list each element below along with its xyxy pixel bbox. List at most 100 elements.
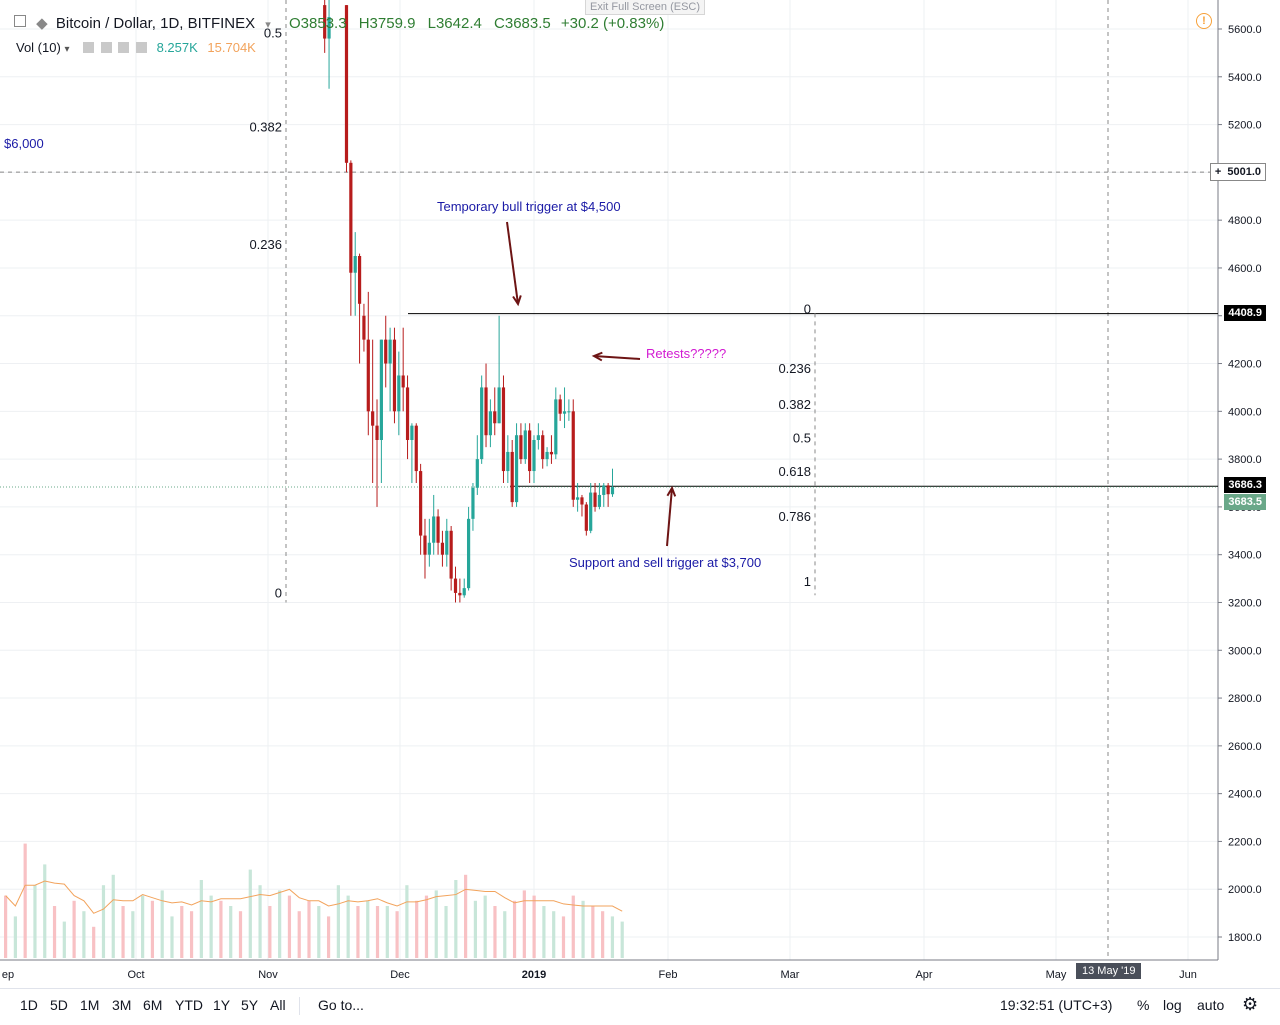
candle-body xyxy=(589,492,593,531)
candle-body xyxy=(327,17,331,39)
volume-bar xyxy=(493,906,497,958)
volume-bar xyxy=(522,890,526,958)
candle-body xyxy=(449,530,453,579)
candle-body xyxy=(357,256,362,304)
volume-bar xyxy=(82,911,86,958)
volume-legend: Vol (10) ▾ 8.257K 15.704K xyxy=(16,40,256,55)
auto-toggle[interactable]: auto xyxy=(1197,997,1225,1013)
symbol-title[interactable]: Bitcoin / Dollar, 1D, BITFINEX xyxy=(55,15,256,32)
volume-bar xyxy=(229,906,233,958)
range-5y[interactable]: 5Y xyxy=(241,997,259,1013)
volume-bar xyxy=(375,906,380,958)
candle-body xyxy=(597,494,602,507)
arrow-retests xyxy=(593,355,641,360)
candle-body xyxy=(462,588,466,596)
volume-bar xyxy=(424,895,429,958)
range-1d[interactable]: 1D xyxy=(20,997,38,1013)
volume-bar xyxy=(62,921,66,958)
volume-bar xyxy=(326,916,331,958)
volume-bar xyxy=(552,911,556,958)
gear-icon[interactable]: ⚙ xyxy=(1242,994,1259,1014)
volume-bar xyxy=(248,869,252,958)
volume-bar xyxy=(464,874,468,958)
candle-body xyxy=(440,542,445,555)
candle-body xyxy=(506,451,510,472)
candle-body xyxy=(419,471,423,536)
range-6m[interactable]: 6M xyxy=(143,997,163,1013)
add-icon[interactable] xyxy=(118,42,130,53)
ohlc-change: +30.2 (+0.83%) xyxy=(560,15,665,32)
range-5d[interactable]: 5D xyxy=(50,997,68,1013)
time-tick-label: Apr xyxy=(915,969,932,981)
collapse-icon[interactable] xyxy=(14,15,26,27)
support-price-tag: 3686.3 xyxy=(1224,477,1266,493)
volume-bar xyxy=(170,916,174,958)
time-tick-label: Feb xyxy=(659,969,678,981)
price-tick-label: 3400.0 xyxy=(1228,550,1262,562)
price-tick-label: 3000.0 xyxy=(1228,645,1262,657)
percent-toggle[interactable]: % xyxy=(1137,997,1150,1013)
price-tick-label: 2600.0 xyxy=(1228,741,1262,753)
candle-body xyxy=(484,387,488,436)
plus-icon[interactable]: + xyxy=(1214,166,1222,178)
clock: 19:32:51 (UTC+3) xyxy=(1000,997,1113,1013)
warning-icon[interactable]: ! xyxy=(1196,13,1212,29)
volume-label[interactable]: Vol (10) xyxy=(16,40,61,55)
annotation-support-trigger: Support and sell trigger at $3,700 xyxy=(569,555,761,570)
log-toggle[interactable]: log xyxy=(1163,997,1182,1013)
candle-body xyxy=(379,339,383,440)
ohlc-open: O3853.3 xyxy=(289,15,347,32)
range-ytd[interactable]: YTD xyxy=(175,997,203,1013)
candle-body xyxy=(349,162,353,273)
candle-body xyxy=(397,375,401,412)
settings-icon[interactable] xyxy=(100,42,112,53)
volume-bar xyxy=(336,885,340,958)
close-icon[interactable] xyxy=(135,42,147,53)
crosshair-date-tag: 13 May '19 xyxy=(1076,963,1142,979)
bottom-toolbar: 1D 5D 1M 3M 6M YTD 1Y 5Y All Go to... 19… xyxy=(0,988,1280,1025)
candle-body xyxy=(528,430,532,472)
volume-bar xyxy=(121,906,125,958)
fib-right-label: 0.5 xyxy=(793,430,811,445)
candle-body xyxy=(453,578,458,593)
goto-button[interactable]: Go to... xyxy=(318,997,364,1013)
chevron-down-icon[interactable]: ▾ xyxy=(265,19,271,31)
price-tick-label: 5200.0 xyxy=(1228,120,1262,132)
time-tick-label: Nov xyxy=(258,969,278,981)
volume-bar xyxy=(101,885,106,958)
volume-bar xyxy=(111,874,115,958)
price-tick-label: 4800.0 xyxy=(1228,215,1262,227)
candle-body xyxy=(466,518,471,589)
volume-ma-line xyxy=(5,880,623,914)
volume-bar xyxy=(209,895,213,958)
candle-body xyxy=(610,487,615,495)
candle-body xyxy=(458,592,462,596)
candle-body xyxy=(536,435,540,440)
eye-icon[interactable] xyxy=(83,42,95,53)
price-chart[interactable]: 5600.05400.05200.05000.04800.04600.04400… xyxy=(0,0,1280,988)
candle-body xyxy=(362,315,366,340)
volume-bar xyxy=(92,926,96,958)
resistance-price-tag: 4408.9 xyxy=(1224,305,1266,321)
candle-body xyxy=(445,530,449,555)
volume-bar xyxy=(356,906,360,958)
volume-bar xyxy=(512,900,517,958)
range-1m[interactable]: 1M xyxy=(80,997,100,1013)
range-3m[interactable]: 3M xyxy=(112,997,132,1013)
exit-fullscreen-button[interactable]: Exit Full Screen (ESC) xyxy=(585,0,706,15)
range-1y[interactable]: 1Y xyxy=(213,997,231,1013)
volume-bar xyxy=(571,895,575,958)
fib-right-label: 0.236 xyxy=(778,361,811,376)
arrow-bull-trigger xyxy=(506,221,519,305)
candle-body xyxy=(519,435,523,460)
price-tick-label: 4200.0 xyxy=(1228,359,1262,371)
arrow-support xyxy=(666,487,673,547)
candle-body xyxy=(480,387,484,460)
price-tick-label: 2200.0 xyxy=(1228,836,1262,848)
candle-body xyxy=(388,339,392,364)
range-all[interactable]: All xyxy=(270,997,286,1013)
chevron-down-icon[interactable]: ▾ xyxy=(64,44,70,55)
volume-bar xyxy=(346,895,350,958)
candle-body xyxy=(344,5,349,163)
volume-bar xyxy=(278,890,282,958)
